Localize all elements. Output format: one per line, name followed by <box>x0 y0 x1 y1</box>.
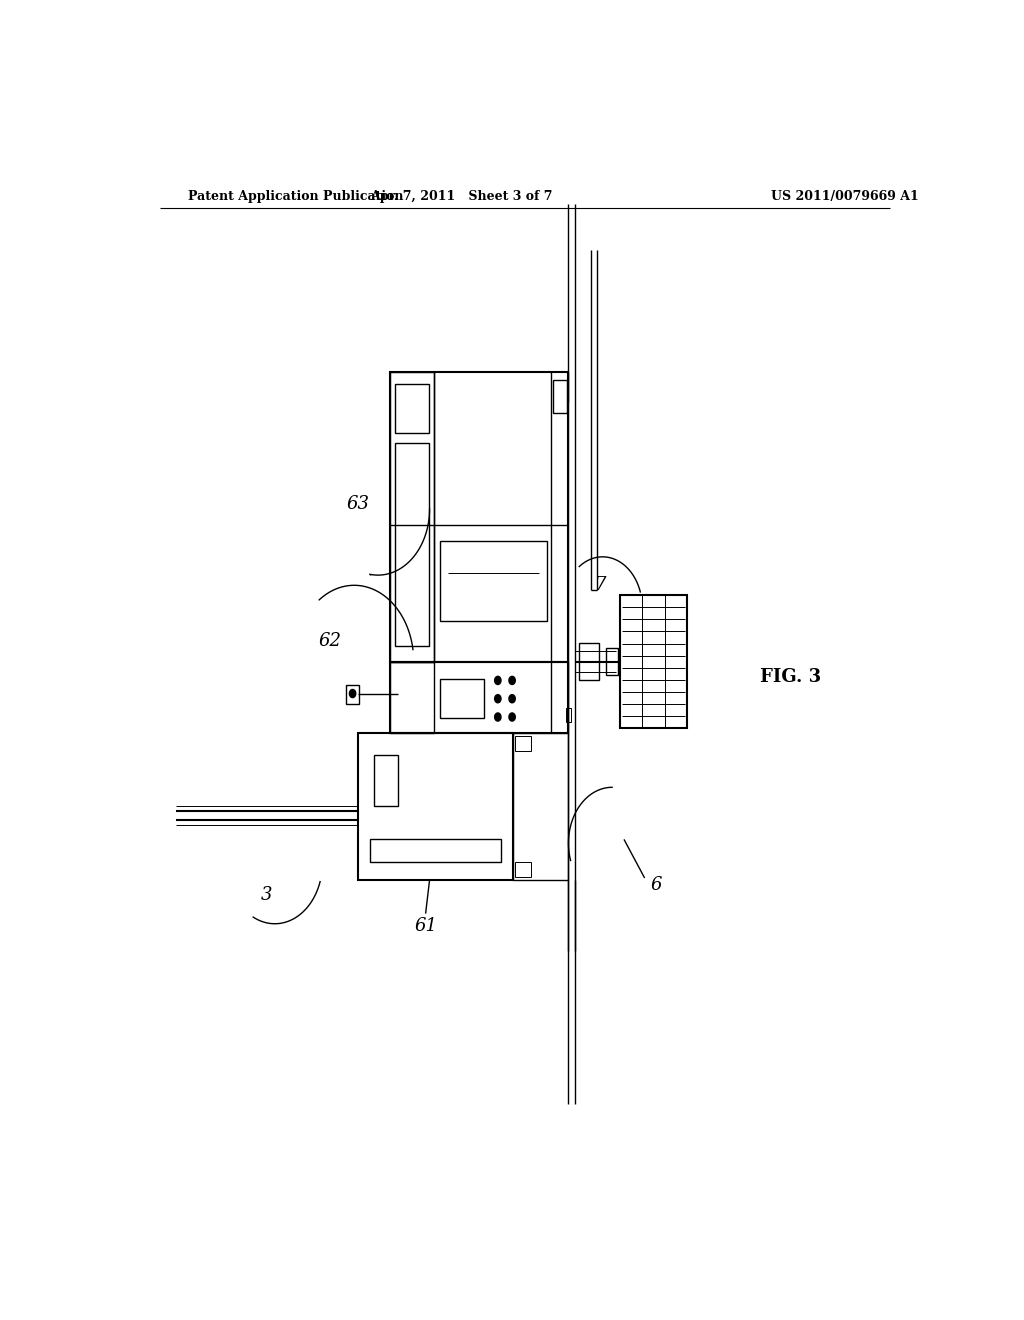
Bar <box>358 733 513 880</box>
Bar <box>390 372 568 661</box>
Bar <box>370 840 501 862</box>
Text: 3: 3 <box>261 886 272 904</box>
Bar <box>394 444 429 647</box>
Bar <box>566 708 570 722</box>
Circle shape <box>509 676 515 685</box>
Bar <box>579 643 599 680</box>
Text: 7: 7 <box>595 577 606 594</box>
Bar <box>606 648 617 675</box>
Text: FIG. 3: FIG. 3 <box>760 668 821 686</box>
Bar <box>513 733 568 880</box>
Bar <box>515 735 531 751</box>
Circle shape <box>495 713 501 721</box>
Text: 6: 6 <box>650 876 662 894</box>
Bar <box>515 862 531 876</box>
Bar <box>394 384 429 433</box>
Bar <box>620 595 687 727</box>
Text: 61: 61 <box>414 917 437 935</box>
Text: 63: 63 <box>347 495 370 513</box>
Bar <box>390 661 568 733</box>
Circle shape <box>509 713 515 721</box>
Bar <box>346 685 359 704</box>
Circle shape <box>349 689 355 697</box>
Bar <box>390 661 433 733</box>
Circle shape <box>495 676 501 685</box>
Text: US 2011/0079669 A1: US 2011/0079669 A1 <box>771 190 919 202</box>
Text: 62: 62 <box>318 632 342 651</box>
Bar <box>440 680 483 718</box>
Circle shape <box>495 694 501 702</box>
Bar <box>374 755 397 807</box>
Bar <box>553 380 567 412</box>
Bar <box>440 541 547 620</box>
Bar <box>390 372 433 661</box>
Text: Apr. 7, 2011   Sheet 3 of 7: Apr. 7, 2011 Sheet 3 of 7 <box>370 190 553 202</box>
Text: Patent Application Publication: Patent Application Publication <box>187 190 403 202</box>
Circle shape <box>509 694 515 702</box>
